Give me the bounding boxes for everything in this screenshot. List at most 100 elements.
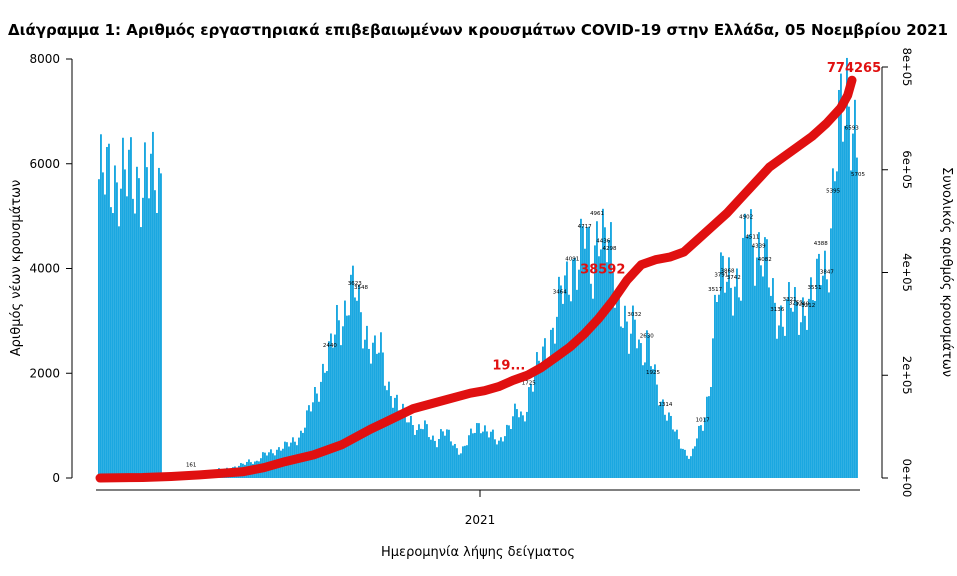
bar (822, 275, 824, 478)
bar (526, 411, 528, 478)
bar (528, 387, 530, 478)
bar (744, 213, 746, 478)
cumulative-path (95, 75, 857, 483)
bar (724, 292, 726, 478)
y-tick-label-left: 0 (52, 471, 60, 485)
bar (788, 282, 790, 478)
bar (658, 405, 660, 478)
bar (504, 436, 506, 478)
bar (732, 315, 734, 478)
bar (730, 287, 732, 478)
bar (134, 213, 136, 479)
bar (796, 301, 798, 478)
bar (670, 415, 672, 478)
cumulative-line (95, 75, 857, 483)
bar (362, 348, 364, 478)
bar (736, 268, 738, 478)
bar (654, 364, 656, 478)
bar (538, 360, 540, 478)
bar (522, 415, 524, 478)
bar (468, 435, 470, 478)
bar (414, 434, 416, 478)
bar (140, 227, 142, 478)
bar (116, 182, 118, 479)
bar (136, 166, 138, 478)
bar (480, 433, 482, 478)
bar (548, 359, 550, 478)
bar (516, 409, 518, 478)
bar (160, 173, 162, 478)
bar (776, 338, 778, 478)
bar (118, 226, 120, 478)
bar (428, 437, 430, 478)
bar (794, 287, 796, 478)
bar (708, 396, 710, 478)
bar (802, 297, 804, 478)
y-tick-label-left: 4000 (29, 262, 60, 276)
bar (416, 430, 418, 478)
bar (716, 301, 718, 478)
bar (106, 146, 108, 478)
bar (546, 360, 548, 478)
bar (678, 439, 680, 478)
bar (420, 428, 422, 478)
bar-value-label: 3548 (354, 285, 368, 291)
bar (432, 435, 434, 478)
bar-value-label: 3517 (708, 287, 722, 293)
bar-value-label: 3791 (714, 272, 728, 278)
bar (150, 153, 152, 479)
bar (388, 381, 390, 478)
bar (748, 234, 750, 478)
bar (754, 285, 756, 478)
bar (624, 305, 626, 478)
bar (406, 422, 408, 478)
bar (666, 420, 668, 478)
bar (682, 448, 684, 478)
bar (340, 345, 342, 478)
bar (426, 424, 428, 478)
bar (506, 424, 508, 478)
bar (458, 454, 460, 478)
bar (726, 281, 728, 478)
bar (344, 300, 346, 478)
bar (342, 326, 344, 478)
bar (128, 149, 130, 479)
bar (542, 346, 544, 478)
bar (442, 431, 444, 478)
bar (158, 167, 160, 478)
bar (100, 134, 102, 479)
cumulative-annotation: 19... (492, 358, 525, 373)
bar (622, 327, 624, 478)
bar (378, 352, 380, 478)
bar (400, 413, 402, 478)
bar (554, 343, 556, 478)
bar (850, 170, 852, 479)
bar (478, 423, 480, 478)
y-tick-label-left: 8000 (29, 52, 60, 66)
bar (650, 366, 652, 478)
bar (108, 143, 110, 478)
bar (438, 438, 440, 478)
bar (828, 292, 830, 478)
bar (498, 440, 500, 478)
bar (672, 429, 674, 478)
bar (772, 278, 774, 478)
bar (316, 393, 318, 478)
bar (846, 57, 848, 478)
bar (612, 272, 614, 478)
bar (492, 429, 494, 478)
bar (636, 348, 638, 478)
bar (740, 300, 742, 478)
bars (98, 57, 858, 479)
bar (702, 430, 704, 478)
y-tick-label-right: 2e+05 (900, 356, 914, 395)
bar (126, 196, 128, 478)
bar (122, 137, 124, 478)
bar (590, 283, 592, 478)
bar (674, 431, 676, 478)
bar (396, 394, 398, 478)
bar (718, 294, 720, 478)
bar (320, 381, 322, 478)
bar (790, 307, 792, 478)
